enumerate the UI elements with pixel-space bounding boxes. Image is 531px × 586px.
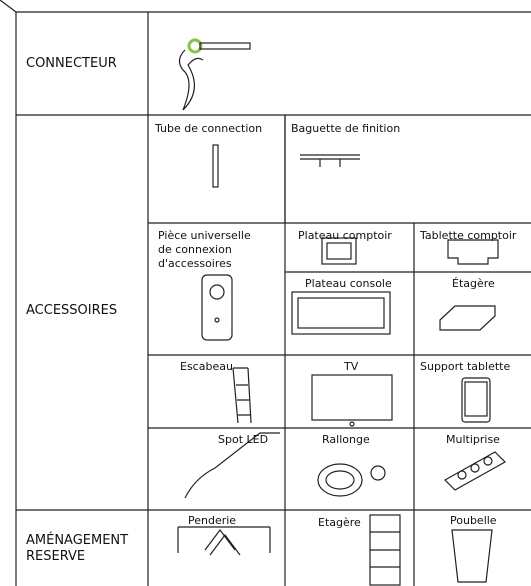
item-label: Pièce universelle de connexion d'accesso… xyxy=(158,229,251,270)
item-label: Étagère xyxy=(452,277,495,290)
item-label: TV xyxy=(344,360,359,373)
item-label: Plateau console xyxy=(305,277,392,290)
item-label: Etagère xyxy=(318,516,361,529)
item-label: Poubelle xyxy=(450,514,497,527)
item-label: Tablette comptoir xyxy=(420,229,517,242)
item-label: Tube de connection xyxy=(155,122,263,135)
item-label: Escabeau xyxy=(180,360,233,373)
section-label: AMÉNAGEMENT RESERVE xyxy=(26,533,129,564)
section-label: CONNECTEUR xyxy=(26,56,117,71)
item-label: Multiprise xyxy=(446,433,500,446)
icons xyxy=(177,38,506,586)
item-label: Penderie xyxy=(188,514,237,527)
item-label: Support tablette xyxy=(420,360,511,373)
item-label: Plateau comptoir xyxy=(298,229,392,242)
item-label: Spot LED xyxy=(218,433,269,446)
item-label: Baguette de finition xyxy=(291,122,401,135)
section-label: ACCESSOIRES xyxy=(26,303,118,318)
item-label: Rallonge xyxy=(322,433,370,446)
